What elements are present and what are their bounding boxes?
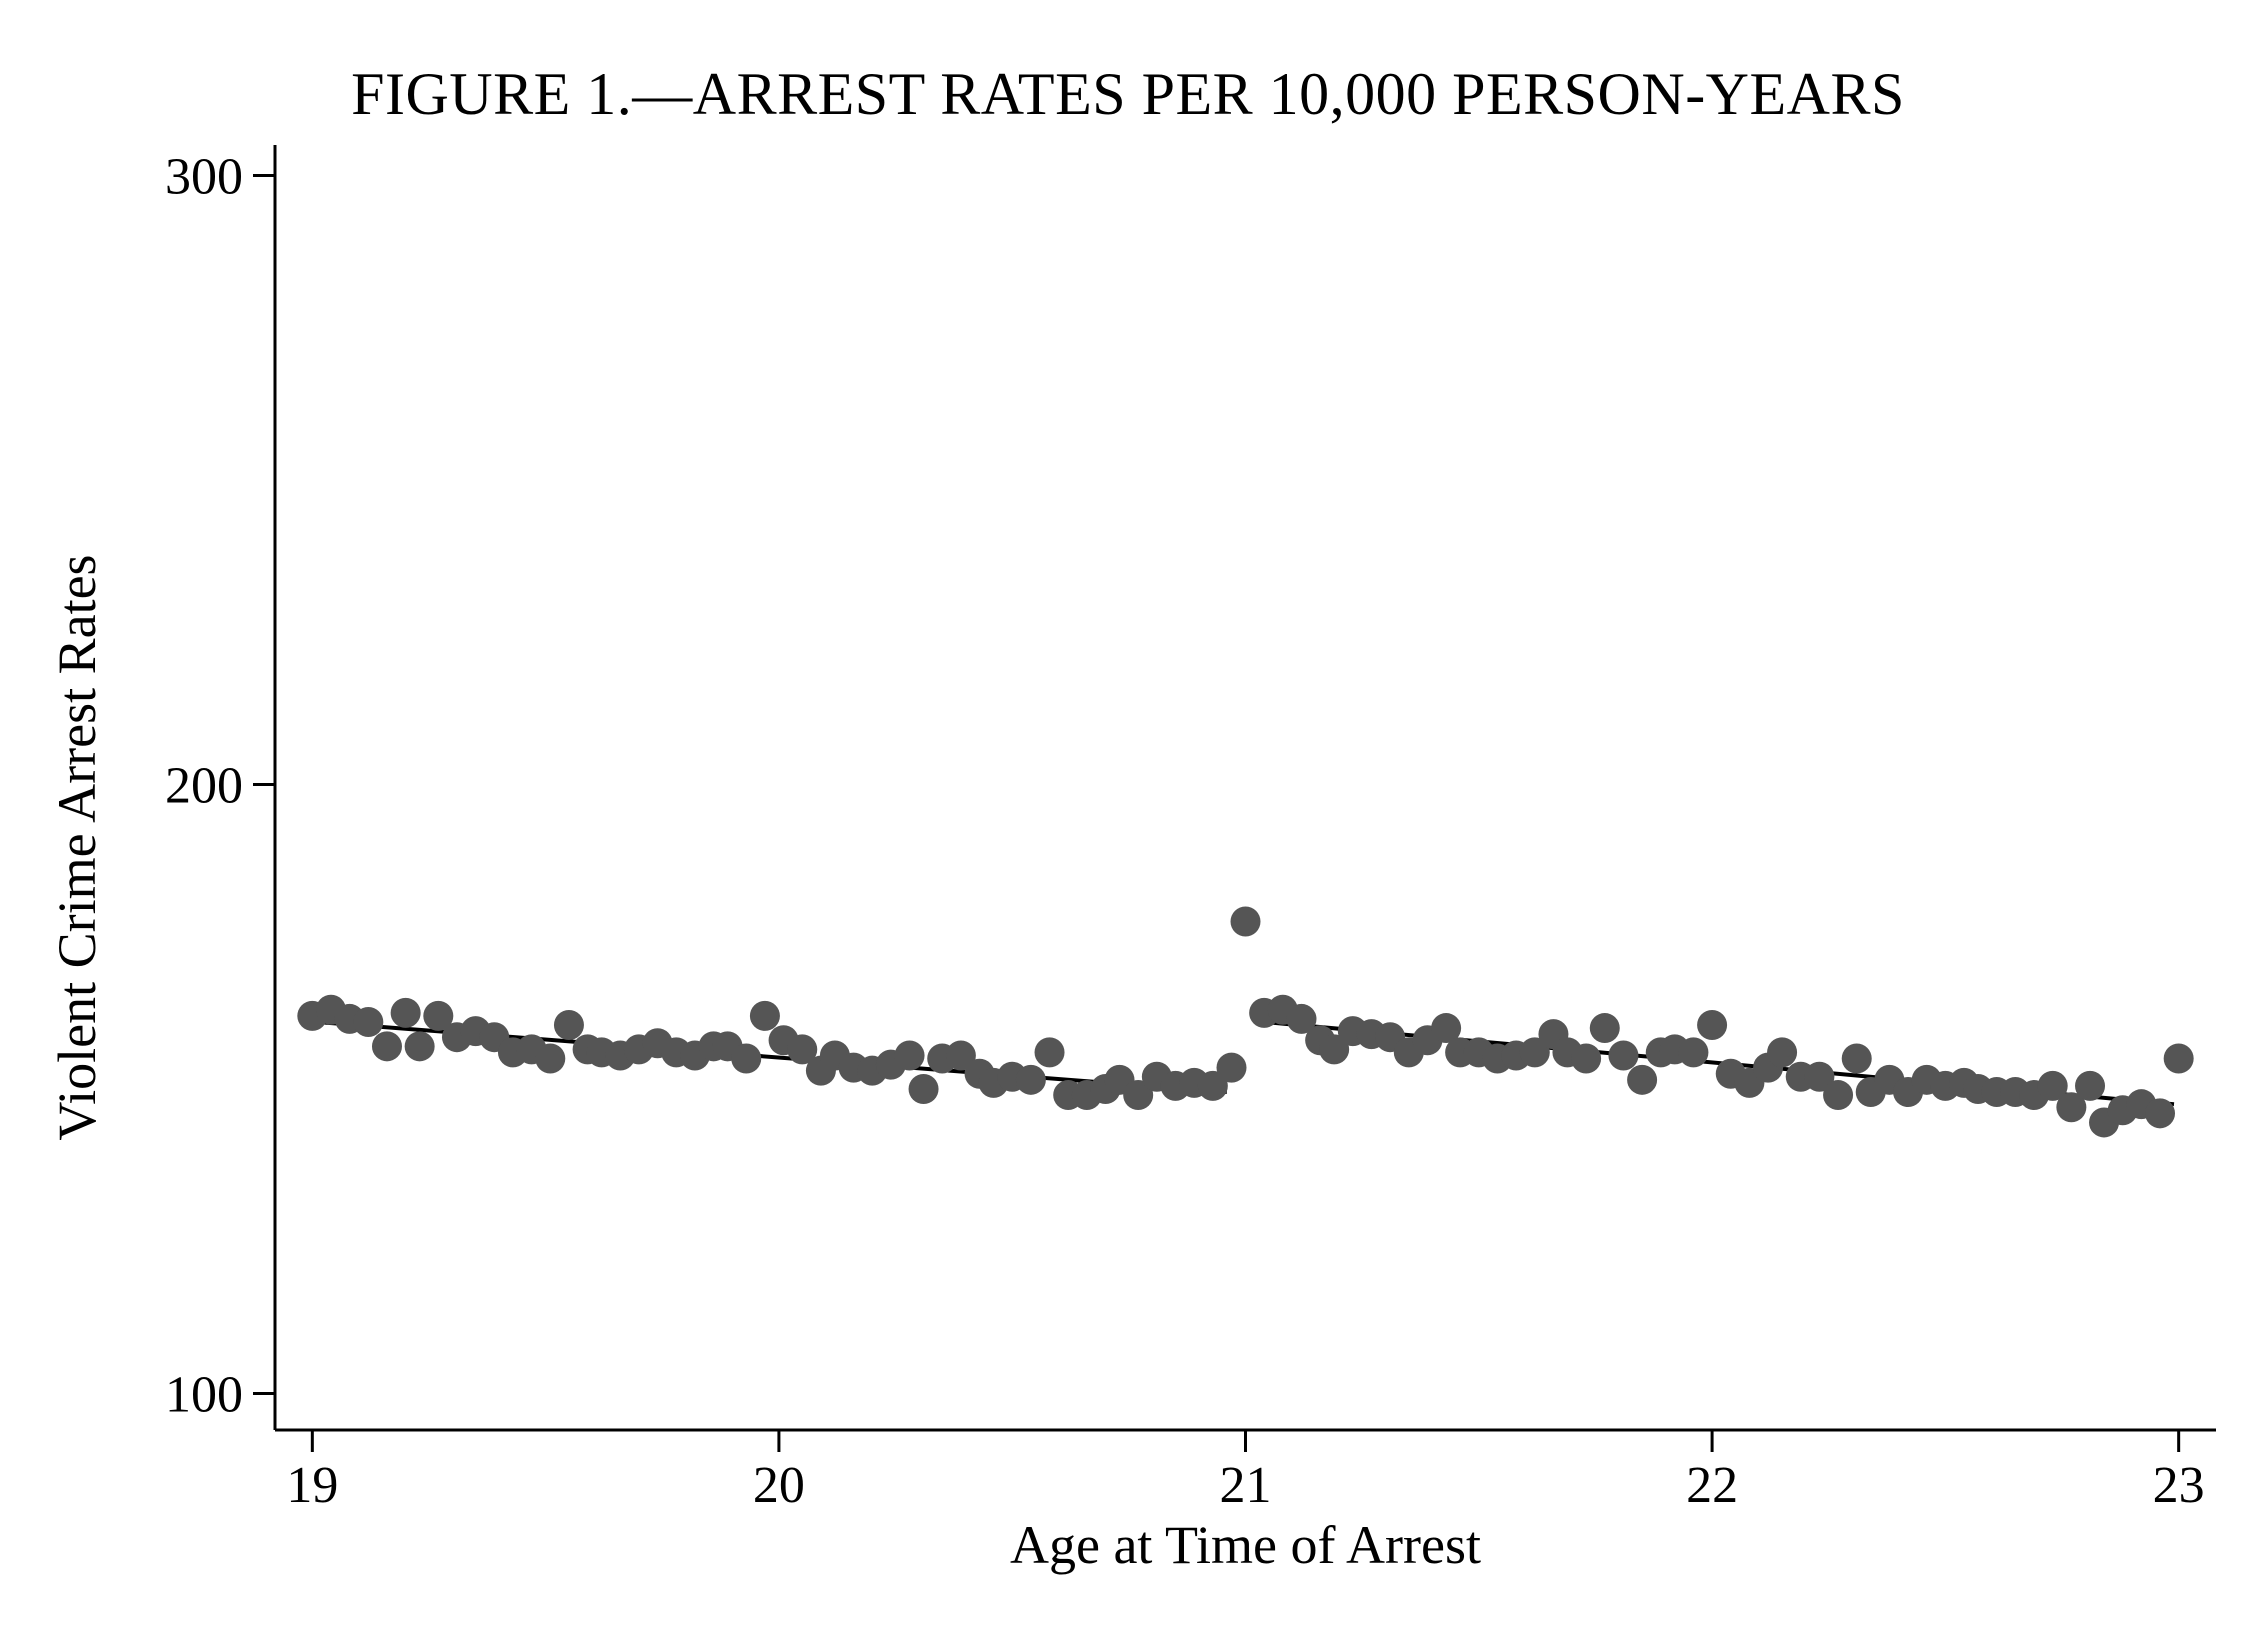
data-point — [731, 1043, 762, 1074]
data-point — [1230, 906, 1261, 937]
data-point — [1197, 1070, 1228, 1101]
x-tick-label: 21 — [1220, 1457, 1272, 1514]
data-point — [404, 1031, 435, 1062]
data-point — [1123, 1080, 1154, 1111]
x-tick-label: 23 — [2153, 1457, 2205, 1514]
data-point — [535, 1043, 566, 1074]
y-tick-label: 100 — [165, 1366, 243, 1423]
data-point — [1286, 1003, 1317, 1034]
data-point — [1678, 1037, 1709, 1068]
data-point — [1627, 1064, 1658, 1095]
data-point — [1804, 1061, 1835, 1092]
data-point — [1767, 1037, 1798, 1068]
chart-title: FIGURE 1.—ARREST RATES PER 10,000 PERSON… — [351, 61, 1905, 127]
y-axis-label: Violent Crime Arrest Rates — [47, 554, 107, 1140]
data-point — [894, 1040, 925, 1071]
data-point — [371, 1031, 402, 1062]
data-point — [1571, 1043, 1602, 1074]
data-point — [2037, 1070, 2068, 1101]
data-point — [1697, 1010, 1728, 1041]
x-tick-label: 19 — [286, 1457, 338, 1514]
data-point — [1015, 1064, 1046, 1095]
data-point — [2145, 1098, 2176, 1129]
data-point — [2056, 1092, 2087, 1123]
data-point — [1034, 1037, 1065, 1068]
data-point — [787, 1034, 818, 1065]
x-tick-label: 22 — [1686, 1457, 1738, 1514]
y-tick-label: 300 — [165, 148, 243, 205]
data-point — [2163, 1043, 2194, 1074]
data-point — [2075, 1070, 2106, 1101]
data-point — [1589, 1013, 1620, 1044]
axes: 19 20 21 22 23 100 200 300 Age at Time of Arrest… — [47, 145, 2216, 1575]
x-axis-label: Age at Time of Arrest — [1010, 1515, 1481, 1575]
data-point — [1431, 1013, 1462, 1044]
data-point — [553, 1010, 584, 1041]
data-point — [1216, 1052, 1247, 1083]
data-point — [390, 997, 421, 1028]
data-point — [945, 1040, 976, 1071]
data-points — [297, 906, 2194, 1138]
data-point — [1823, 1080, 1854, 1111]
data-point — [1319, 1034, 1350, 1065]
data-point — [749, 1000, 780, 1031]
y-tick-label: 200 — [165, 757, 243, 814]
data-point — [1608, 1040, 1639, 1071]
data-point — [1841, 1043, 1872, 1074]
x-tick-label: 20 — [753, 1457, 805, 1514]
data-point — [1519, 1037, 1550, 1068]
data-point — [908, 1073, 939, 1104]
data-point — [423, 1000, 454, 1031]
data-point — [353, 1006, 384, 1037]
